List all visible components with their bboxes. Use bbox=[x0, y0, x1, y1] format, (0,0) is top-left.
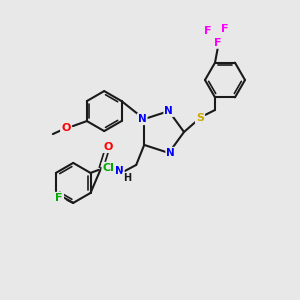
Text: N: N bbox=[164, 106, 173, 116]
Text: N: N bbox=[115, 166, 124, 176]
Text: F: F bbox=[221, 24, 229, 34]
Text: F: F bbox=[204, 26, 212, 36]
Text: S: S bbox=[196, 113, 204, 123]
Text: O: O bbox=[103, 142, 113, 152]
Text: N: N bbox=[167, 148, 175, 158]
Text: O: O bbox=[61, 123, 70, 133]
Text: H: H bbox=[123, 173, 131, 183]
Text: F: F bbox=[214, 38, 222, 48]
Text: N: N bbox=[138, 114, 147, 124]
Text: F: F bbox=[56, 193, 63, 203]
Text: Cl: Cl bbox=[103, 163, 115, 173]
